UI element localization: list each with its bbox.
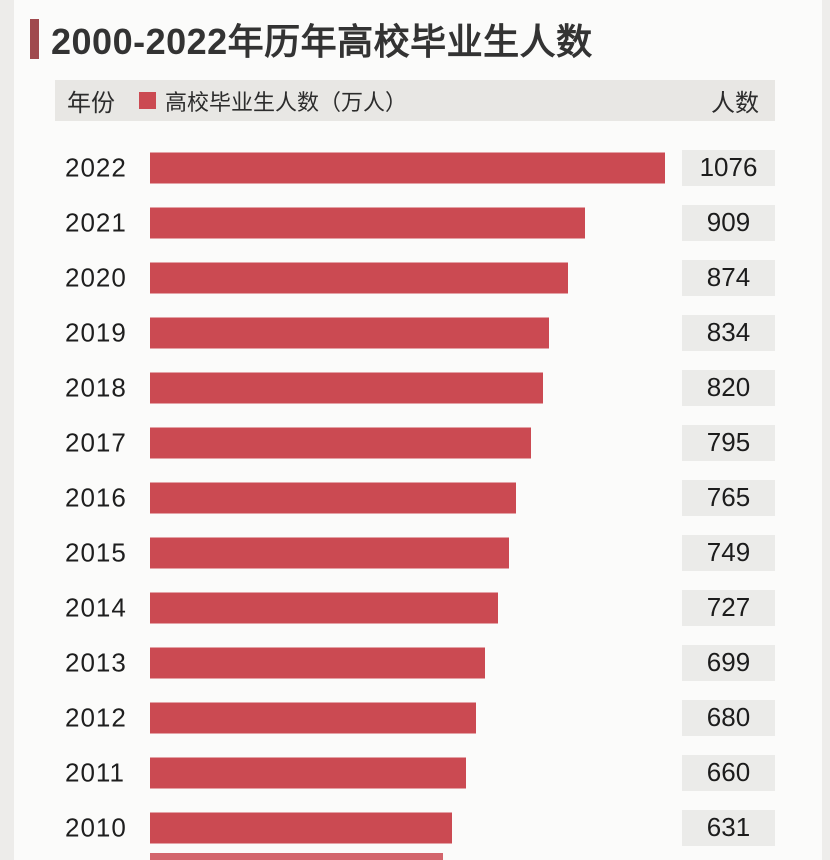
year-label: 2015 [65, 537, 127, 567]
chart-row: 2010 631 [0, 800, 830, 855]
value-label: 631 [706, 812, 751, 842]
value-box: 820 [682, 369, 775, 406]
legend-label: 高校毕业生人数（万人） [165, 89, 408, 115]
value-box: 660 [682, 754, 775, 791]
chart-row: 2018 820 [0, 360, 830, 415]
value-box: 631 [682, 809, 775, 846]
bar [150, 372, 543, 403]
chart-rows: 2022 1076 2021 909 2020 874 2019 834 201… [0, 140, 830, 855]
partial-next-bar [150, 853, 443, 860]
year-label: 2016 [65, 482, 127, 512]
page-edge-right [822, 0, 830, 860]
year-label: 2020 [65, 262, 127, 292]
value-label: 749 [706, 537, 751, 567]
year-column-header: 年份 [67, 90, 115, 117]
year-label: 2014 [65, 592, 127, 622]
year-label: 2013 [65, 647, 127, 677]
bar [150, 592, 498, 623]
value-box: 909 [682, 204, 775, 241]
year-label: 2011 [65, 757, 125, 787]
chart-header-strip: 年份 高校毕业生人数（万人） 人数 [55, 80, 775, 121]
year-label: 2019 [65, 317, 127, 347]
title-accent-bar [30, 19, 39, 59]
value-box: 795 [682, 424, 775, 461]
bar [150, 482, 517, 513]
value-box: 1076 [682, 149, 775, 186]
value-box: 765 [682, 479, 775, 516]
chart-row: 2017 795 [0, 415, 830, 470]
chart-title-block: 2000-2022年历年高校毕业生人数 [30, 13, 593, 65]
year-label: 2010 [65, 812, 127, 842]
chart-row: 2016 765 [0, 470, 830, 525]
chart-row: 2012 680 [0, 690, 830, 745]
bar [150, 757, 466, 788]
value-box: 834 [682, 314, 775, 351]
value-label: 795 [706, 427, 751, 457]
bar [150, 702, 476, 733]
bar [150, 537, 509, 568]
year-label: 2012 [65, 702, 127, 732]
value-box: 874 [682, 259, 775, 296]
bar [150, 207, 586, 238]
value-label: 699 [706, 647, 751, 677]
value-label: 765 [706, 482, 751, 512]
year-label: 2022 [65, 152, 127, 182]
value-box: 727 [682, 589, 775, 626]
bar [150, 812, 452, 843]
chart-row: 2013 699 [0, 635, 830, 690]
value-label: 660 [706, 757, 751, 787]
bar [150, 262, 569, 293]
year-label: 2021 [65, 207, 127, 237]
value-label: 834 [706, 317, 751, 347]
value-label: 820 [706, 372, 751, 402]
chart-row: 2020 874 [0, 250, 830, 305]
value-label: 874 [706, 262, 751, 292]
value-label: 1076 [699, 152, 758, 182]
chart-row: 2022 1076 [0, 140, 830, 195]
value-label: 680 [706, 702, 751, 732]
value-box: 699 [682, 644, 775, 681]
count-column-header: 人数 [711, 90, 759, 117]
value-label: 727 [706, 592, 751, 622]
chart-row: 2014 727 [0, 580, 830, 635]
chart-row: 2021 909 [0, 195, 830, 250]
page-edge-left [0, 0, 14, 860]
page-title: 2000-2022年历年高校毕业生人数 [51, 21, 593, 62]
bar [150, 647, 485, 678]
legend-swatch-icon [139, 92, 156, 109]
year-label: 2018 [65, 372, 127, 402]
chart-row: 2011 660 [0, 745, 830, 800]
chart-row: 2019 834 [0, 305, 830, 360]
bar [150, 152, 665, 183]
bar [150, 317, 550, 348]
year-label: 2017 [65, 427, 127, 457]
value-box: 680 [682, 699, 775, 736]
bar [150, 427, 531, 458]
value-box: 749 [682, 534, 775, 571]
value-label: 909 [706, 207, 751, 237]
chart-row: 2015 749 [0, 525, 830, 580]
